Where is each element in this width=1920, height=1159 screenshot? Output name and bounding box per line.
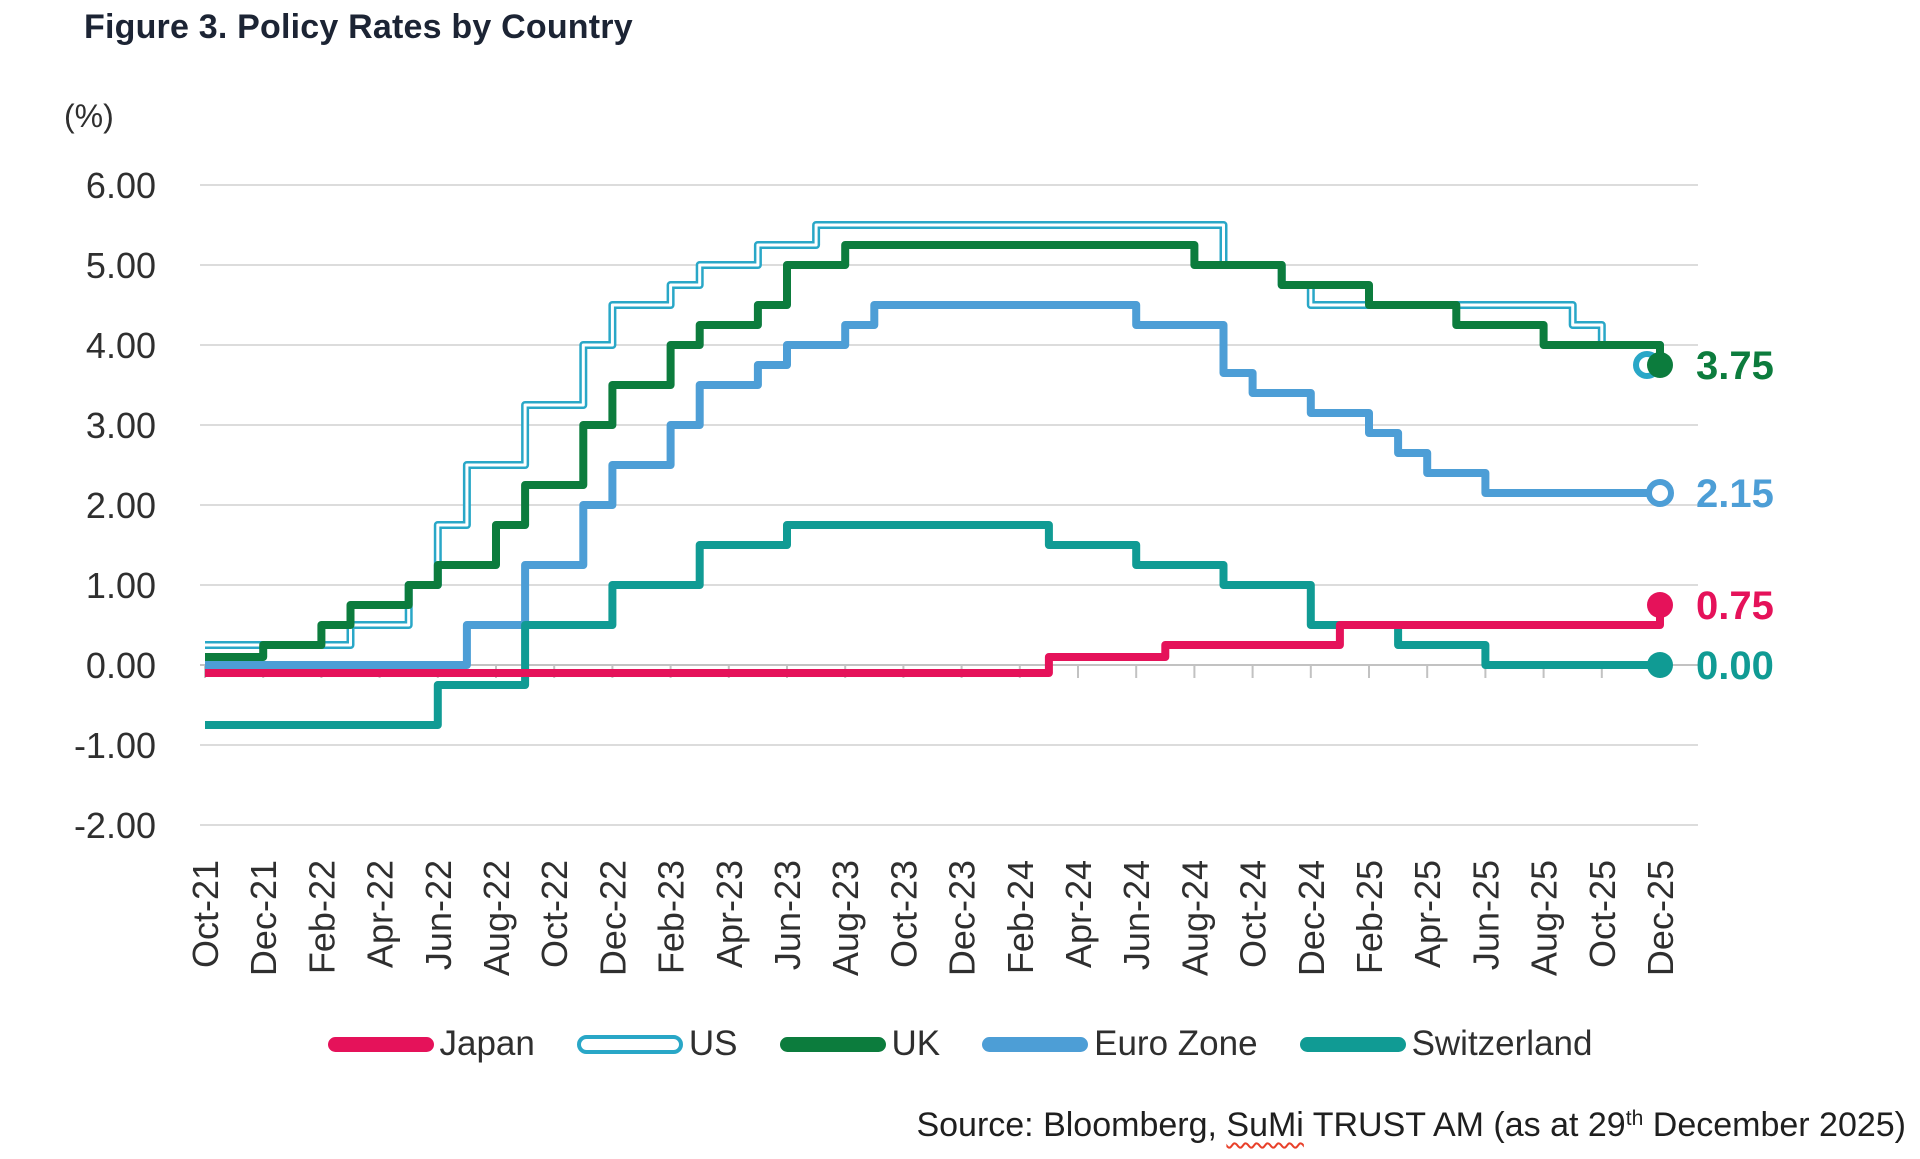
x-axis-tick-label: Jun-22 — [418, 860, 459, 970]
x-axis-tick-label: Jun-23 — [767, 860, 808, 970]
legend-swatch-euro-zone — [982, 1036, 1089, 1052]
source-superscript: th — [1625, 1107, 1644, 1131]
x-axis-tick-label: Apr-24 — [1058, 860, 1099, 968]
x-axis-tick-label: Aug-24 — [1174, 860, 1215, 976]
x-axis-tick-label: Apr-23 — [709, 860, 750, 968]
legend-label-japan: Japan — [439, 1024, 535, 1063]
x-axis-tick-label: Aug-25 — [1524, 860, 1565, 976]
y-axis-tick-label: -2.00 — [74, 805, 156, 846]
x-axis-tick-label: Apr-22 — [360, 860, 401, 968]
x-axis-tick-label: Dec-24 — [1291, 860, 1332, 976]
x-axis-tick-label: Dec-23 — [942, 860, 983, 976]
series-line-japan — [205, 605, 1664, 677]
x-axis-tick-label: Oct-24 — [1233, 860, 1274, 968]
x-axis-tick-label: Oct-23 — [883, 860, 924, 968]
y-axis-unit-label: (%) — [64, 98, 114, 134]
x-axis-tick-label: Feb-23 — [651, 860, 692, 974]
x-axis-tick-label: Feb-22 — [301, 860, 342, 974]
x-axis-tick-label: Feb-24 — [1000, 860, 1041, 974]
legend-label-us: US — [688, 1024, 738, 1063]
y-axis-tick-label: 6.00 — [86, 165, 156, 206]
end-value-label-euro-zone: 2.15 — [1696, 472, 1774, 516]
source-prefix: Source: Bloomberg, — [916, 1106, 1227, 1144]
legend-swatch-us — [576, 1034, 683, 1054]
x-axis-tick-label: Oct-25 — [1582, 860, 1623, 968]
legend-swatch-switzerland — [1299, 1036, 1406, 1052]
series-endpoint-uk — [1647, 352, 1673, 378]
x-axis-tick-label: Dec-21 — [243, 860, 284, 976]
legend-item-euro-zone: Euro Zone — [982, 1024, 1258, 1064]
x-axis-tick-label: Oct-22 — [534, 860, 575, 968]
y-axis-tick-label: 2.00 — [86, 485, 156, 526]
y-axis-tick-label: 1.00 — [86, 565, 156, 606]
legend-item-japan: Japan — [327, 1024, 535, 1064]
source-sumi: SuMi — [1226, 1106, 1304, 1144]
chart-legend: Japan US UK Euro Zone Switzerland — [0, 1024, 1920, 1064]
series-endpoint-euro-zone — [1646, 479, 1674, 507]
series-endpoint-switzerland — [1647, 652, 1673, 678]
x-axis-tick-label: Jun-25 — [1465, 860, 1506, 970]
source-suffix: December 2025) — [1643, 1106, 1906, 1144]
x-axis-tick-label: Feb-25 — [1349, 860, 1390, 974]
y-axis-tick-label: 4.00 — [86, 325, 156, 366]
end-value-label-japan: 0.75 — [1696, 584, 1774, 628]
end-value-label-uk: 3.75 — [1696, 344, 1774, 388]
legend-label-switzerland: Switzerland — [1411, 1024, 1593, 1063]
y-axis-tick-label: 0.00 — [86, 645, 156, 686]
x-axis-tick-label: Dec-22 — [592, 860, 633, 976]
x-axis-tick-label: Oct-21 — [185, 860, 226, 968]
x-axis-tick-label: Aug-22 — [476, 860, 517, 976]
source-note: Source: Bloomberg, SuMi TRUST AM (as at … — [916, 1106, 1906, 1145]
legend-item-us: US — [576, 1024, 738, 1064]
legend-label-euro-zone: Euro Zone — [1094, 1024, 1258, 1063]
figure-title: Figure 3. Policy Rates by Country — [84, 8, 633, 46]
legend-label-uk: UK — [891, 1024, 941, 1063]
legend-swatch-uk — [779, 1036, 886, 1052]
series-line-euro-zone — [205, 301, 1660, 669]
legend-swatch-japan — [327, 1036, 434, 1052]
source-mid: TRUST AM (as at 29 — [1303, 1106, 1626, 1144]
y-axis-tick-label: -1.00 — [74, 725, 156, 766]
series-endpoint-japan — [1647, 592, 1673, 618]
series-line-uk — [205, 241, 1664, 661]
end-value-label-switzerland: 0.00 — [1696, 644, 1774, 688]
x-axis-tick-label: Dec-25 — [1640, 860, 1681, 976]
x-axis-tick-label: Aug-23 — [825, 860, 866, 976]
y-axis-tick-label: 3.00 — [86, 405, 156, 446]
y-axis-tick-label: 5.00 — [86, 245, 156, 286]
x-axis-tick-label: Apr-25 — [1407, 860, 1448, 968]
legend-item-switzerland: Switzerland — [1299, 1024, 1593, 1064]
legend-item-uk: UK — [779, 1024, 941, 1064]
x-axis-tick-label: Jun-24 — [1116, 860, 1157, 970]
